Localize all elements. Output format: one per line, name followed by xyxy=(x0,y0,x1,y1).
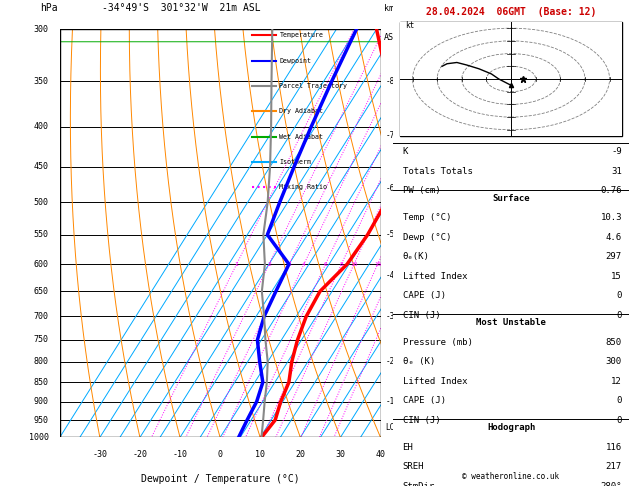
Text: Lifted Index: Lifted Index xyxy=(403,377,467,386)
Text: 15: 15 xyxy=(611,272,622,281)
Text: θₑ(K): θₑ(K) xyxy=(403,252,430,261)
Text: 0: 0 xyxy=(616,396,622,405)
Text: Dewpoint / Temperature (°C): Dewpoint / Temperature (°C) xyxy=(141,474,299,484)
Text: StmDir: StmDir xyxy=(403,482,435,486)
Text: -8: -8 xyxy=(386,77,394,86)
Text: 0: 0 xyxy=(616,291,622,300)
Text: -3: -3 xyxy=(386,312,394,321)
Text: 600: 600 xyxy=(33,260,48,269)
Text: 0: 0 xyxy=(218,450,223,459)
Text: 850: 850 xyxy=(606,338,622,347)
Text: -10: -10 xyxy=(172,450,187,459)
Text: kt: kt xyxy=(405,21,415,30)
Text: 300: 300 xyxy=(606,357,622,366)
Text: 116: 116 xyxy=(606,443,622,452)
Text: Dewpoint: Dewpoint xyxy=(279,58,311,64)
Text: -5: -5 xyxy=(386,230,394,239)
Text: 0: 0 xyxy=(616,311,622,320)
Text: 450: 450 xyxy=(33,162,48,171)
Bar xyxy=(400,22,622,136)
Text: hPa: hPa xyxy=(40,3,57,13)
Text: Mixing Ratio (g/kg): Mixing Ratio (g/kg) xyxy=(399,190,408,277)
Text: 700: 700 xyxy=(33,312,48,321)
Text: -1: -1 xyxy=(386,397,394,406)
Text: -7: -7 xyxy=(386,131,394,139)
Text: 750: 750 xyxy=(33,335,48,345)
Text: 2: 2 xyxy=(267,261,271,267)
Text: 900: 900 xyxy=(33,397,48,406)
Text: -2: -2 xyxy=(386,357,394,366)
Text: 4.6: 4.6 xyxy=(606,233,622,242)
Text: SREH: SREH xyxy=(403,462,424,471)
Text: CIN (J): CIN (J) xyxy=(403,416,440,425)
Text: 280°: 280° xyxy=(601,482,622,486)
Text: Dry Adiabat: Dry Adiabat xyxy=(279,108,323,114)
Text: 300: 300 xyxy=(33,25,48,34)
Text: 4: 4 xyxy=(302,261,306,267)
Text: -20: -20 xyxy=(133,450,147,459)
Text: 500: 500 xyxy=(33,198,48,207)
Text: 12: 12 xyxy=(611,377,622,386)
Text: 10.3: 10.3 xyxy=(601,213,622,223)
Text: Dewp (°C): Dewp (°C) xyxy=(403,233,451,242)
Text: © weatheronline.co.uk: © weatheronline.co.uk xyxy=(462,472,560,481)
Text: 650: 650 xyxy=(33,287,48,296)
Text: θₑ (K): θₑ (K) xyxy=(403,357,435,366)
Text: Temperature: Temperature xyxy=(279,32,323,38)
Text: 3: 3 xyxy=(287,261,291,267)
Text: 15: 15 xyxy=(374,261,381,267)
Text: km: km xyxy=(384,4,394,13)
Text: -6: -6 xyxy=(386,184,394,193)
Text: Most Unstable: Most Unstable xyxy=(476,318,546,328)
Text: 950: 950 xyxy=(33,416,48,424)
Text: 10: 10 xyxy=(350,261,358,267)
Text: Hodograph: Hodograph xyxy=(487,423,535,433)
Text: 400: 400 xyxy=(33,122,48,131)
Text: Lifted Index: Lifted Index xyxy=(403,272,467,281)
Text: 8: 8 xyxy=(340,261,343,267)
Text: Pressure (mb): Pressure (mb) xyxy=(403,338,472,347)
Text: Surface: Surface xyxy=(493,194,530,203)
Text: Totals Totals: Totals Totals xyxy=(403,167,472,176)
Text: CAPE (J): CAPE (J) xyxy=(403,291,445,300)
Text: Temp (°C): Temp (°C) xyxy=(403,213,451,223)
Text: 1: 1 xyxy=(235,261,238,267)
Text: 0: 0 xyxy=(616,416,622,425)
Text: 20: 20 xyxy=(296,450,305,459)
Text: 28.04.2024  06GMT  (Base: 12): 28.04.2024 06GMT (Base: 12) xyxy=(426,7,596,17)
Text: 550: 550 xyxy=(33,230,48,239)
Text: 31: 31 xyxy=(611,167,622,176)
Text: 6: 6 xyxy=(324,261,327,267)
Text: ASL: ASL xyxy=(384,33,399,42)
Text: Mixing Ratio: Mixing Ratio xyxy=(279,184,328,190)
Text: 40: 40 xyxy=(376,450,386,459)
Text: 1000: 1000 xyxy=(28,433,48,442)
Text: -34°49'S  301°32'W  21m ASL: -34°49'S 301°32'W 21m ASL xyxy=(103,3,261,13)
Text: 350: 350 xyxy=(33,77,48,86)
Text: PW (cm): PW (cm) xyxy=(403,186,440,195)
Text: 10: 10 xyxy=(255,450,265,459)
Text: 217: 217 xyxy=(606,462,622,471)
Text: LCL: LCL xyxy=(386,422,399,432)
Text: 800: 800 xyxy=(33,357,48,366)
Text: 30: 30 xyxy=(335,450,345,459)
Text: CIN (J): CIN (J) xyxy=(403,311,440,320)
Text: CAPE (J): CAPE (J) xyxy=(403,396,445,405)
Text: K: K xyxy=(403,147,408,156)
Text: 850: 850 xyxy=(33,378,48,387)
Text: 0.76: 0.76 xyxy=(601,186,622,195)
Text: Wet Adiabat: Wet Adiabat xyxy=(279,134,323,139)
Text: -4: -4 xyxy=(386,271,394,280)
Text: -30: -30 xyxy=(92,450,108,459)
Text: EH: EH xyxy=(403,443,413,452)
Text: 297: 297 xyxy=(606,252,622,261)
Text: Parcel Trajectory: Parcel Trajectory xyxy=(279,83,347,89)
Text: Isotherm: Isotherm xyxy=(279,159,311,165)
Text: -9: -9 xyxy=(611,147,622,156)
